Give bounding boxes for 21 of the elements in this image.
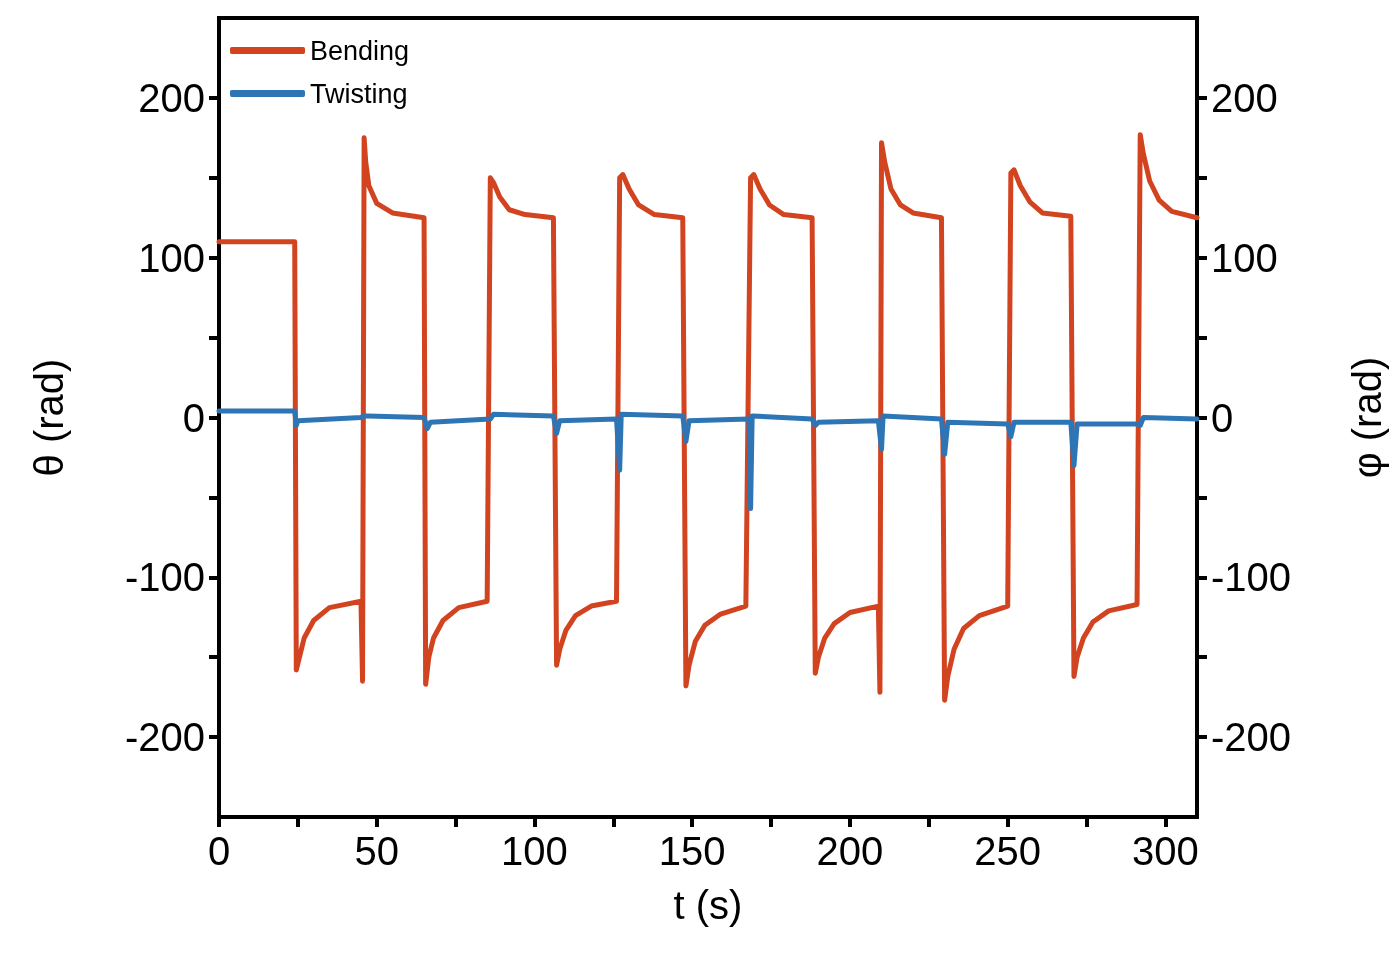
y-tick-label: 0 (182, 395, 205, 440)
y-tick-label: 200 (138, 75, 205, 120)
x-tick-label: 200 (816, 829, 884, 873)
y2-tick-label: 200 (1211, 75, 1278, 120)
y2-tick-label: 100 (1211, 235, 1278, 280)
x-tick-label: 100 (501, 829, 568, 873)
y2-tick-label: -100 (1211, 555, 1292, 600)
y-axis-title: θ (rad) (27, 358, 71, 477)
x-tick-label: 300 (1132, 829, 1199, 873)
legend-label: Bending (310, 35, 410, 66)
y-tick-label: 100 (138, 235, 205, 280)
y2-axis-title: φ (rad) (1345, 356, 1389, 479)
legend-label: Twisting (310, 78, 408, 109)
x-tick-label: 150 (658, 829, 726, 873)
x-tick-label: 50 (354, 829, 399, 873)
x-axis-title: t (s) (673, 883, 743, 927)
y-tick-label: -100 (124, 555, 205, 600)
y-tick-label: -200 (124, 715, 205, 760)
y2-tick-label: 0 (1211, 395, 1234, 440)
x-tick-label: 250 (974, 829, 1042, 873)
y2-tick-label: -200 (1211, 715, 1292, 760)
